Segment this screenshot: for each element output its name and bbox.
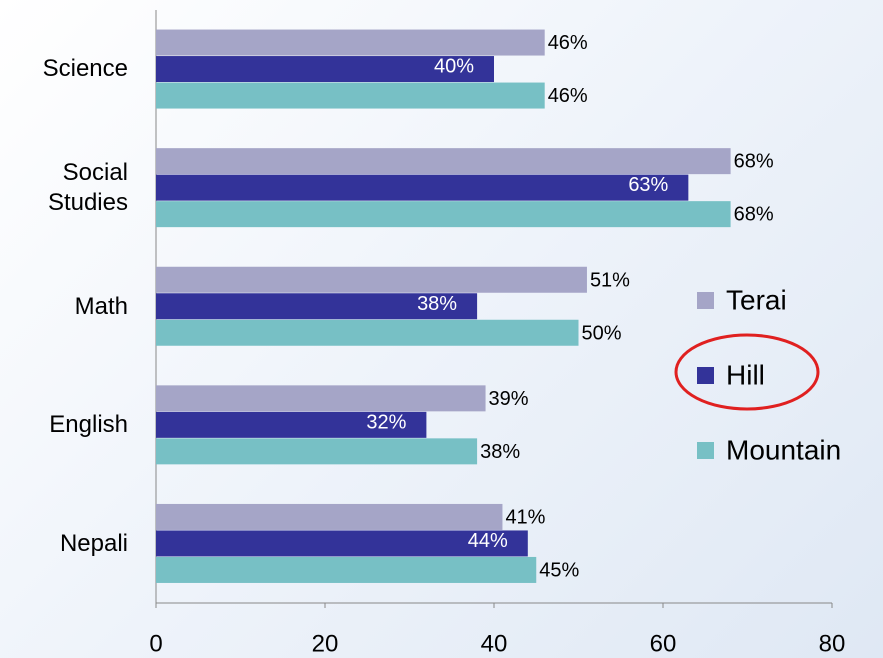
legend-swatch (697, 292, 714, 309)
bar (156, 82, 545, 109)
data-label: 46% (548, 85, 588, 107)
legend-label: Mountain (726, 434, 841, 465)
legend-label: Terai (726, 284, 787, 315)
bar (156, 266, 587, 293)
data-label: 68% (734, 204, 774, 226)
bar (156, 438, 478, 465)
data-label: 32% (366, 411, 406, 433)
bar (156, 148, 731, 175)
data-label: 45% (539, 559, 579, 581)
bar (156, 201, 731, 228)
data-label: 40% (434, 56, 474, 78)
category-label: Nepali (59, 529, 128, 557)
bar (156, 503, 503, 530)
data-label: 38% (480, 441, 520, 463)
data-label: 39% (489, 388, 529, 410)
category-label: English (49, 411, 128, 439)
bar (156, 385, 486, 412)
data-label: 38% (417, 293, 457, 315)
bar (156, 56, 494, 83)
data-label: 68% (734, 151, 774, 173)
x-tick-label: 80 (819, 630, 846, 657)
x-tick-label: 20 (312, 630, 339, 657)
category-label: Science (42, 55, 128, 83)
bar (156, 411, 427, 438)
bar (156, 556, 537, 583)
legend-label: Hill (726, 359, 765, 390)
data-label: 41% (505, 506, 545, 528)
data-label: 44% (468, 530, 508, 552)
category-label: Social Studies (47, 158, 128, 216)
legend-swatch (697, 442, 714, 459)
bar (156, 174, 689, 201)
bar (156, 29, 545, 56)
highlight-circle (674, 333, 820, 411)
legend-swatch (697, 367, 714, 384)
data-label: 51% (590, 269, 630, 291)
data-label: 46% (548, 32, 588, 54)
category-label: Math (74, 292, 128, 320)
data-label: 50% (582, 322, 622, 344)
bar (156, 293, 478, 320)
bar (156, 319, 579, 346)
x-tick-label: 0 (149, 630, 162, 657)
bar (156, 530, 528, 557)
data-label: 63% (628, 174, 668, 196)
x-tick-label: 60 (650, 630, 677, 657)
x-tick-label: 40 (481, 630, 508, 657)
